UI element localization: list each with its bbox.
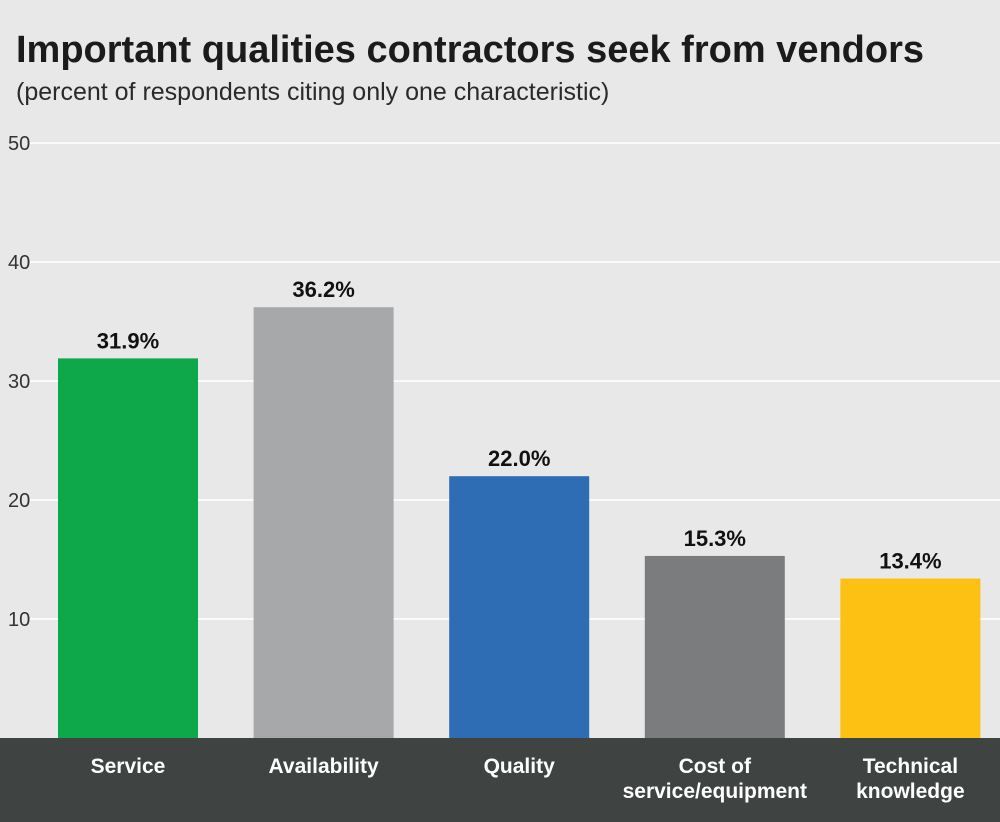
y-tick-label: 50: [8, 133, 30, 155]
x-tick-label: Quality: [484, 755, 556, 778]
y-tick-label: 40: [8, 252, 30, 274]
bar-value-label: 22.0%: [488, 446, 550, 471]
bar-0: [58, 358, 198, 738]
x-axis-band: [0, 738, 1000, 822]
bar-value-label: 31.9%: [97, 328, 159, 353]
chart-subtitle: (percent of respondents citing only one …: [16, 78, 609, 106]
x-tick-label: Availability: [269, 755, 379, 778]
x-tick-label: Cost of service/equipment: [623, 755, 807, 803]
bar-value-label: 15.3%: [684, 526, 746, 551]
y-tick-label: 20: [8, 490, 30, 512]
bar-2: [449, 476, 590, 738]
y-tick-label: 30: [8, 371, 30, 393]
bars: [58, 307, 981, 738]
bar-value-labels: 31.9% 36.2% 22.0% 15.3% 13.4%: [97, 277, 942, 573]
bar-value-label: 13.4%: [879, 549, 941, 574]
chart-title: Important qualities contractors seek fro…: [16, 29, 924, 71]
bar-value-label: 36.2%: [292, 277, 354, 302]
bar-4: [840, 578, 981, 738]
x-axis-labels: Service Availability Quality Cost of service…: [91, 755, 965, 803]
bar-1: [253, 307, 394, 738]
y-tick-label: 10: [8, 609, 30, 631]
x-tick-label: Service: [91, 755, 166, 778]
bar-3: [644, 555, 785, 738]
y-axis-ticks: 10 20 30 40 50: [8, 133, 30, 631]
x-tick-label: Technical knowledge: [856, 755, 965, 803]
